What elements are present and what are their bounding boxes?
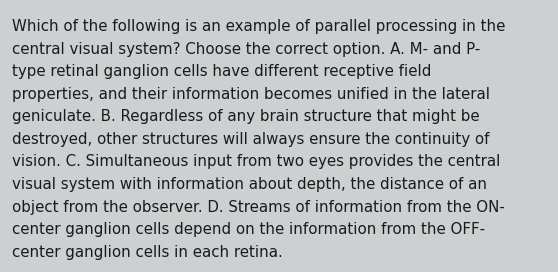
Text: vision. C. Simultaneous input from two eyes provides the central: vision. C. Simultaneous input from two e…	[12, 154, 501, 169]
Text: central visual system? Choose the correct option. A. M- and P-: central visual system? Choose the correc…	[12, 42, 480, 57]
Text: visual system with information about depth, the distance of an: visual system with information about dep…	[12, 177, 487, 192]
Text: object from the observer. D. Streams of information from the ON-: object from the observer. D. Streams of …	[12, 200, 505, 215]
Text: center ganglion cells in each retina.: center ganglion cells in each retina.	[12, 245, 283, 260]
Text: type retinal ganglion cells have different receptive field: type retinal ganglion cells have differe…	[12, 64, 432, 79]
Text: destroyed, other structures will always ensure the continuity of: destroyed, other structures will always …	[12, 132, 490, 147]
Text: geniculate. B. Regardless of any brain structure that might be: geniculate. B. Regardless of any brain s…	[12, 109, 480, 124]
Text: center ganglion cells depend on the information from the OFF-: center ganglion cells depend on the info…	[12, 222, 485, 237]
Text: properties, and their information becomes unified in the lateral: properties, and their information become…	[12, 87, 490, 102]
Text: Which of the following is an example of parallel processing in the: Which of the following is an example of …	[12, 19, 506, 34]
